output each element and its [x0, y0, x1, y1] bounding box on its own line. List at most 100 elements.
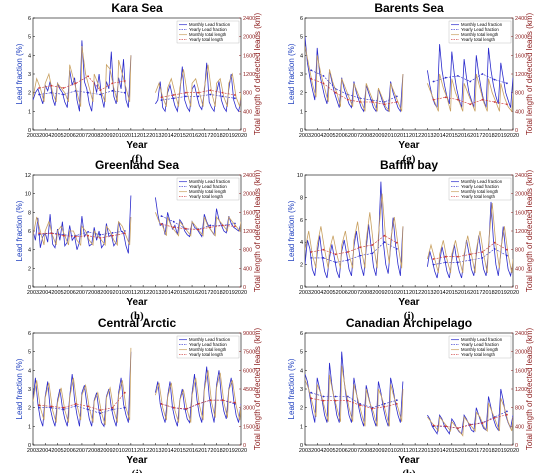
data-point: [50, 91, 53, 94]
chart-title: Barents Sea: [374, 1, 444, 15]
x-tick-label: 2005: [51, 133, 63, 139]
chart-title: Greenland Sea: [95, 158, 179, 172]
data-point: [160, 96, 163, 99]
x-tick-label: 2008: [360, 448, 372, 454]
y-tick-label: 10: [297, 173, 303, 179]
x-tick-label: 2009: [372, 290, 384, 296]
data-point: [432, 424, 435, 427]
data-point: [334, 253, 337, 256]
y-right-tick-label: 400: [515, 109, 524, 115]
data-point: [432, 258, 435, 260]
legend-entry: Monthly total length: [461, 32, 499, 37]
legend-entry: Yearly total length: [461, 194, 496, 199]
x-tick-label: 2011: [397, 448, 409, 454]
legend-entry: Yearly total length: [189, 352, 224, 357]
data-point: [395, 248, 398, 250]
y-tick-label: 4: [300, 53, 303, 59]
y-tick-label: 0: [300, 443, 303, 449]
data-point: [87, 75, 89, 78]
data-point: [481, 257, 484, 259]
x-tick-label: 2010: [113, 133, 125, 139]
y-tick-label: 5: [300, 350, 303, 356]
x-tick-label: 2019: [223, 448, 235, 454]
x-tick-label: 2004: [311, 133, 323, 139]
x-tick-label: 2016: [458, 448, 470, 454]
data-point: [457, 261, 459, 264]
series-line: [33, 216, 132, 247]
data-point: [99, 233, 102, 236]
legend-entry: Monthly total length: [461, 347, 499, 352]
data-point: [346, 259, 349, 261]
x-tick-label: 2011: [125, 290, 137, 296]
y-tick-label: 0: [28, 443, 31, 449]
data-point: [160, 403, 163, 405]
data-point: [457, 427, 459, 430]
y-tick-label: 12: [25, 173, 31, 179]
legend-entry: Monthly total length: [461, 189, 499, 194]
data-point: [197, 228, 200, 231]
plot-area: [33, 195, 241, 254]
y-tick-label: 6: [28, 229, 31, 235]
series-line: [427, 398, 513, 437]
y-right-tick-label: 400: [515, 266, 524, 272]
y-tick-label: 8: [28, 210, 31, 216]
y-axis-label: Lead fraction (%): [287, 43, 296, 104]
data-point: [111, 82, 114, 85]
data-point: [87, 408, 89, 411]
legend-box: [176, 20, 240, 44]
data-point: [123, 391, 126, 394]
data-point: [87, 231, 89, 233]
series-yearly-total-length: [38, 223, 236, 239]
x-tick-label: 2020: [507, 290, 519, 296]
series-monthly-lead-fraction: [33, 40, 241, 113]
x-tick-label: 2006: [64, 290, 76, 296]
chart-central-arctic: Central Arctic 0 1 2 3 4 5 6 0 1500 3000 4500 6000 75…: [15, 316, 262, 466]
y-tick-label: 6: [28, 16, 31, 22]
data-point: [395, 241, 398, 244]
panel-label: (i): [404, 310, 415, 322]
x-tick-label: 2008: [360, 133, 372, 139]
data-point: [185, 227, 187, 230]
x-tick-label: 2012: [409, 133, 421, 139]
x-tick-label: 2006: [336, 448, 348, 454]
series-line: [33, 351, 132, 428]
x-tick-label: 2005: [323, 290, 335, 296]
plot-area: [305, 36, 513, 113]
data-point: [506, 103, 508, 106]
data-point: [111, 406, 114, 409]
x-tick-label: 2016: [458, 290, 470, 296]
data-point: [111, 89, 114, 92]
y-right-tick-label: 1200: [515, 72, 527, 78]
legend-entry: Yearly Lead fraction: [461, 184, 499, 189]
y-tick-label: 2: [300, 406, 303, 412]
data-point: [346, 395, 349, 398]
x-tick-label: 2014: [161, 133, 173, 139]
x-tick-label: 2015: [446, 133, 458, 139]
series-line: [39, 233, 125, 239]
data-point: [481, 251, 484, 253]
data-point: [432, 98, 435, 101]
data-point: [457, 255, 459, 258]
plot-area: [305, 181, 513, 279]
data-point: [221, 399, 224, 402]
x-tick-label: 2004: [311, 290, 323, 296]
data-point: [221, 91, 224, 94]
series-line: [427, 202, 513, 274]
legend-entry: Monthly Lead fraction: [189, 179, 231, 184]
y-right-tick-label: 1600: [515, 210, 527, 216]
y-tick-label: 2: [300, 91, 303, 97]
x-tick-label: 2015: [446, 448, 458, 454]
x-tick-label: 2003: [27, 133, 39, 139]
x-tick-label: 2007: [348, 133, 360, 139]
data-point: [62, 93, 65, 96]
data-point: [197, 403, 200, 405]
x-tick-label: 2014: [433, 290, 445, 296]
y-tick-label: 1: [300, 424, 303, 430]
y-tick-label: 1: [300, 109, 303, 115]
y-tick-label: 0: [300, 128, 303, 134]
y-tick-label: 0: [300, 285, 303, 291]
legend-entry: Yearly Lead fraction: [189, 342, 227, 347]
chart-title: Canadian Archipelago: [346, 316, 472, 330]
